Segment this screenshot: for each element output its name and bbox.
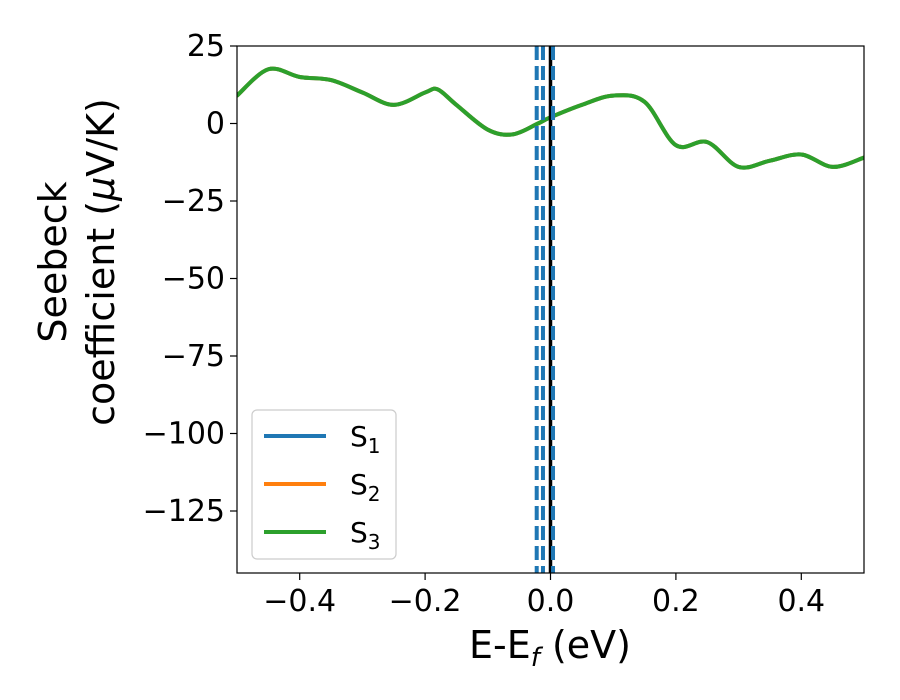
x-tick-label: −0.2 bbox=[389, 584, 462, 619]
y-tick-label: −100 bbox=[143, 417, 225, 452]
x-tick-label: 0.4 bbox=[777, 584, 825, 619]
legend-label-s1: S1 bbox=[350, 420, 381, 458]
x-tick-label: 0.2 bbox=[652, 584, 700, 619]
legend-label-s3: S3 bbox=[350, 516, 381, 554]
legend-label-s2: S2 bbox=[350, 468, 381, 506]
x-tick-label: −0.4 bbox=[263, 584, 336, 619]
y-tick-label: −25 bbox=[162, 184, 225, 219]
y-axis-label-line1: Seebeck bbox=[31, 181, 75, 342]
y-tick-label: −50 bbox=[162, 262, 225, 297]
y-tick-label: 25 bbox=[187, 29, 225, 64]
y-axis-label: Seebeck coefficient (μV/K) bbox=[31, 98, 123, 426]
y-tick-label: −125 bbox=[143, 494, 225, 529]
axis-ticks: −0.4 −0.2 0.0 0.2 0.4 25 0 −25 −50 −75 −100 −125 bbox=[143, 29, 826, 619]
series-line-s3 bbox=[237, 66, 864, 170]
x-axis-label: E-Ef (eV) bbox=[469, 623, 631, 673]
y-tick-label: −75 bbox=[162, 339, 225, 374]
plot-content bbox=[237, 46, 864, 573]
plot-clip-group bbox=[237, 46, 864, 573]
y-tick-label: 0 bbox=[206, 107, 225, 142]
x-tick-label: 0.0 bbox=[527, 584, 575, 619]
y-axis-label-line2: coefficient (μV/K) bbox=[79, 98, 123, 426]
legend: S1 S2 S3 bbox=[251, 409, 397, 560]
